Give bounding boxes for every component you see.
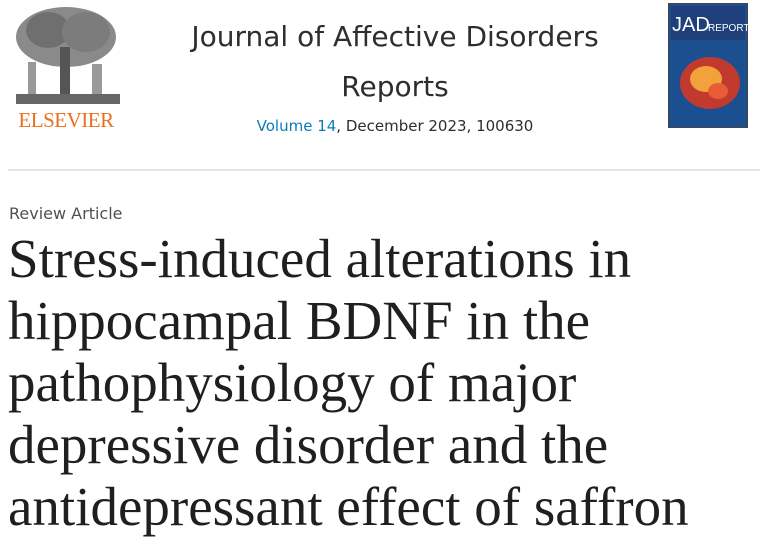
volume-link[interactable]: Volume 14 (256, 117, 337, 135)
article-title: Stress-induced alterations in hippocampa… (8, 228, 689, 537)
article-type: Review Article (9, 204, 123, 223)
issue-info: , December 2023, 100630 (336, 117, 534, 135)
issue-line: Volume 14, December 2023, 100630 (150, 117, 640, 135)
journal-title[interactable]: Journal of Affective Disorders Reports (191, 20, 599, 103)
publisher-logo[interactable] (8, 2, 126, 134)
cover-title: JAD (672, 14, 710, 36)
publisher-name: ELSEVIER (18, 108, 114, 132)
divider (8, 169, 760, 171)
cover-subtitle: REPORTS (708, 23, 748, 34)
journal-cover[interactable]: JAD REPORTS (668, 3, 748, 128)
